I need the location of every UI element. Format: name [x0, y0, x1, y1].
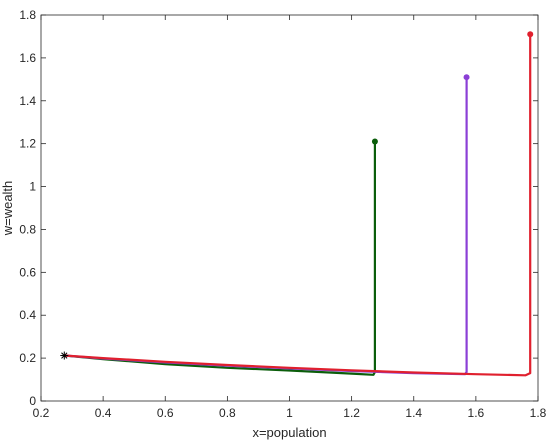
x-tick-label: 0.8 [219, 406, 236, 420]
x-tick-label: 0.6 [157, 406, 174, 420]
y-axis-ticks: 0 0.2 0.4 0.6 0.8 1 1.2 1.4 1.6 1.8 [19, 8, 538, 408]
y-tick-label: 0.8 [19, 222, 36, 236]
y-tick-label: 1.4 [19, 94, 36, 108]
x-tick-label: 0.2 [33, 406, 50, 420]
series-end-marker-1 [371, 138, 378, 145]
x-tick-label: 1 [286, 406, 293, 420]
y-tick-label: 0.4 [19, 308, 36, 322]
y-tick-label: 1 [29, 180, 36, 194]
y-tick-label: 0.6 [19, 265, 36, 279]
y-tick-label: 0 [29, 394, 36, 408]
series-end-marker-3 [527, 31, 534, 38]
x-tick-label: 1.2 [343, 406, 360, 420]
x-tick-label: 1.4 [405, 406, 422, 420]
y-tick-label: 0.2 [19, 351, 36, 365]
y-axis-label: w=wealth [0, 181, 15, 237]
x-tick-label: 0.4 [95, 406, 112, 420]
plot-area [40, 14, 539, 402]
series-end-marker-2 [463, 74, 470, 81]
y-tick-label: 1.6 [19, 51, 36, 65]
x-axis-label: x=population [252, 425, 326, 440]
x-tick-label: 1.6 [468, 406, 485, 420]
x-axis-ticks: 0.2 0.4 0.6 0.8 1 1.2 1.4 1.6 1.8 [33, 15, 547, 420]
y-tick-label: 1.8 [19, 8, 36, 22]
series-layer [64, 31, 534, 377]
start-point-layer [60, 351, 69, 360]
start-point-marker [60, 351, 69, 360]
y-tick-label: 1.2 [19, 137, 36, 151]
x-tick-label: 1.8 [530, 406, 547, 420]
series-line-3 [64, 34, 532, 377]
